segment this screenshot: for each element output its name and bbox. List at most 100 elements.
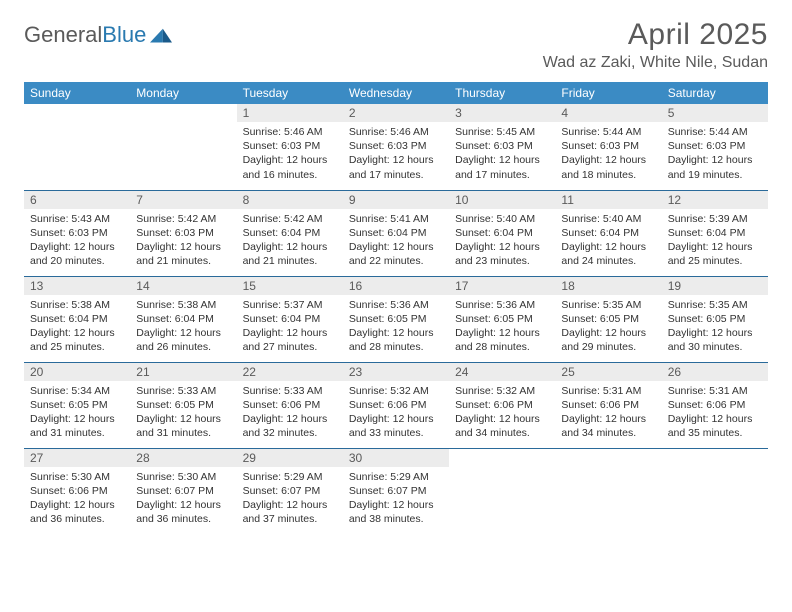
calendar-cell: 14Sunrise: 5:38 AMSunset: 6:04 PMDayligh… — [130, 276, 236, 362]
logo: GeneralBlue — [24, 18, 172, 48]
weekday-header: Tuesday — [237, 82, 343, 104]
sunrise-line: Sunrise: 5:42 AM — [136, 212, 230, 226]
calendar-cell: 2Sunrise: 5:46 AMSunset: 6:03 PMDaylight… — [343, 104, 449, 190]
day-details: Sunrise: 5:46 AMSunset: 6:03 PMDaylight:… — [343, 122, 449, 186]
sunrise-line: Sunrise: 5:39 AM — [668, 212, 762, 226]
day-details: Sunrise: 5:29 AMSunset: 6:07 PMDaylight:… — [237, 467, 343, 531]
sunset-line: Sunset: 6:04 PM — [243, 312, 337, 326]
daylight-line: Daylight: 12 hours and 22 minutes. — [349, 240, 443, 268]
calendar-cell: 22Sunrise: 5:33 AMSunset: 6:06 PMDayligh… — [237, 362, 343, 448]
sunrise-line: Sunrise: 5:37 AM — [243, 298, 337, 312]
daylight-line: Daylight: 12 hours and 27 minutes. — [243, 326, 337, 354]
daylight-line: Daylight: 12 hours and 35 minutes. — [668, 412, 762, 440]
sunrise-line: Sunrise: 5:30 AM — [30, 470, 124, 484]
day-number: 5 — [662, 104, 768, 122]
day-details: Sunrise: 5:43 AMSunset: 6:03 PMDaylight:… — [24, 209, 130, 273]
day-details: Sunrise: 5:35 AMSunset: 6:05 PMDaylight:… — [662, 295, 768, 359]
day-number: 16 — [343, 277, 449, 295]
calendar-body: 1Sunrise: 5:46 AMSunset: 6:03 PMDaylight… — [24, 104, 768, 534]
calendar-cell: 7Sunrise: 5:42 AMSunset: 6:03 PMDaylight… — [130, 190, 236, 276]
sunset-line: Sunset: 6:03 PM — [30, 226, 124, 240]
calendar-cell: 29Sunrise: 5:29 AMSunset: 6:07 PMDayligh… — [237, 448, 343, 534]
day-details: Sunrise: 5:46 AMSunset: 6:03 PMDaylight:… — [237, 122, 343, 186]
sunrise-line: Sunrise: 5:44 AM — [561, 125, 655, 139]
weekday-header: Saturday — [662, 82, 768, 104]
day-number: 24 — [449, 363, 555, 381]
day-number: 18 — [555, 277, 661, 295]
calendar-cell — [555, 448, 661, 534]
daylight-line: Daylight: 12 hours and 28 minutes. — [455, 326, 549, 354]
day-number: 22 — [237, 363, 343, 381]
location: Wad az Zaki, White Nile, Sudan — [543, 54, 768, 72]
daylight-line: Daylight: 12 hours and 33 minutes. — [349, 412, 443, 440]
daylight-line: Daylight: 12 hours and 36 minutes. — [30, 498, 124, 526]
sunrise-line: Sunrise: 5:36 AM — [455, 298, 549, 312]
day-details: Sunrise: 5:41 AMSunset: 6:04 PMDaylight:… — [343, 209, 449, 273]
sunset-line: Sunset: 6:04 PM — [243, 226, 337, 240]
day-details: Sunrise: 5:38 AMSunset: 6:04 PMDaylight:… — [130, 295, 236, 359]
sunrise-line: Sunrise: 5:38 AM — [30, 298, 124, 312]
daylight-line: Daylight: 12 hours and 26 minutes. — [136, 326, 230, 354]
sunrise-line: Sunrise: 5:32 AM — [455, 384, 549, 398]
calendar-cell: 11Sunrise: 5:40 AMSunset: 6:04 PMDayligh… — [555, 190, 661, 276]
sunset-line: Sunset: 6:04 PM — [668, 226, 762, 240]
day-details: Sunrise: 5:29 AMSunset: 6:07 PMDaylight:… — [343, 467, 449, 531]
sunset-line: Sunset: 6:04 PM — [30, 312, 124, 326]
daylight-line: Daylight: 12 hours and 31 minutes. — [136, 412, 230, 440]
calendar-cell: 20Sunrise: 5:34 AMSunset: 6:05 PMDayligh… — [24, 362, 130, 448]
sunset-line: Sunset: 6:04 PM — [349, 226, 443, 240]
sunrise-line: Sunrise: 5:32 AM — [349, 384, 443, 398]
sunrise-line: Sunrise: 5:41 AM — [349, 212, 443, 226]
sunset-line: Sunset: 6:03 PM — [243, 139, 337, 153]
day-number: 1 — [237, 104, 343, 122]
weekday-header: Monday — [130, 82, 236, 104]
calendar-cell: 15Sunrise: 5:37 AMSunset: 6:04 PMDayligh… — [237, 276, 343, 362]
day-number: 25 — [555, 363, 661, 381]
sunset-line: Sunset: 6:03 PM — [455, 139, 549, 153]
day-number: 27 — [24, 449, 130, 467]
day-number: 29 — [237, 449, 343, 467]
sunrise-line: Sunrise: 5:46 AM — [243, 125, 337, 139]
calendar-cell: 17Sunrise: 5:36 AMSunset: 6:05 PMDayligh… — [449, 276, 555, 362]
day-details: Sunrise: 5:36 AMSunset: 6:05 PMDaylight:… — [449, 295, 555, 359]
sunset-line: Sunset: 6:03 PM — [349, 139, 443, 153]
daylight-line: Daylight: 12 hours and 29 minutes. — [561, 326, 655, 354]
sunrise-line: Sunrise: 5:29 AM — [349, 470, 443, 484]
sunrise-line: Sunrise: 5:29 AM — [243, 470, 337, 484]
sunset-line: Sunset: 6:05 PM — [30, 398, 124, 412]
day-number: 23 — [343, 363, 449, 381]
day-details: Sunrise: 5:44 AMSunset: 6:03 PMDaylight:… — [662, 122, 768, 186]
sunrise-line: Sunrise: 5:31 AM — [668, 384, 762, 398]
day-number: 13 — [24, 277, 130, 295]
sunrise-line: Sunrise: 5:43 AM — [30, 212, 124, 226]
day-details: Sunrise: 5:42 AMSunset: 6:03 PMDaylight:… — [130, 209, 236, 273]
day-number: 6 — [24, 191, 130, 209]
sunset-line: Sunset: 6:03 PM — [561, 139, 655, 153]
calendar-week-row: 20Sunrise: 5:34 AMSunset: 6:05 PMDayligh… — [24, 362, 768, 448]
daylight-line: Daylight: 12 hours and 37 minutes. — [243, 498, 337, 526]
calendar-cell — [24, 104, 130, 190]
sunset-line: Sunset: 6:07 PM — [243, 484, 337, 498]
day-number: 4 — [555, 104, 661, 122]
day-details: Sunrise: 5:36 AMSunset: 6:05 PMDaylight:… — [343, 295, 449, 359]
calendar-cell: 1Sunrise: 5:46 AMSunset: 6:03 PMDaylight… — [237, 104, 343, 190]
daylight-line: Daylight: 12 hours and 34 minutes. — [455, 412, 549, 440]
day-number: 9 — [343, 191, 449, 209]
calendar-cell: 8Sunrise: 5:42 AMSunset: 6:04 PMDaylight… — [237, 190, 343, 276]
sunset-line: Sunset: 6:07 PM — [349, 484, 443, 498]
calendar-week-row: 6Sunrise: 5:43 AMSunset: 6:03 PMDaylight… — [24, 190, 768, 276]
sunrise-line: Sunrise: 5:33 AM — [243, 384, 337, 398]
day-details: Sunrise: 5:31 AMSunset: 6:06 PMDaylight:… — [662, 381, 768, 445]
calendar-cell: 5Sunrise: 5:44 AMSunset: 6:03 PMDaylight… — [662, 104, 768, 190]
sunrise-line: Sunrise: 5:31 AM — [561, 384, 655, 398]
daylight-line: Daylight: 12 hours and 38 minutes. — [349, 498, 443, 526]
calendar-cell: 10Sunrise: 5:40 AMSunset: 6:04 PMDayligh… — [449, 190, 555, 276]
page-title: April 2025 — [543, 18, 768, 52]
daylight-line: Daylight: 12 hours and 28 minutes. — [349, 326, 443, 354]
day-details: Sunrise: 5:33 AMSunset: 6:05 PMDaylight:… — [130, 381, 236, 445]
day-details: Sunrise: 5:32 AMSunset: 6:06 PMDaylight:… — [449, 381, 555, 445]
calendar-cell: 9Sunrise: 5:41 AMSunset: 6:04 PMDaylight… — [343, 190, 449, 276]
calendar-week-row: 27Sunrise: 5:30 AMSunset: 6:06 PMDayligh… — [24, 448, 768, 534]
daylight-line: Daylight: 12 hours and 23 minutes. — [455, 240, 549, 268]
day-details: Sunrise: 5:30 AMSunset: 6:07 PMDaylight:… — [130, 467, 236, 531]
